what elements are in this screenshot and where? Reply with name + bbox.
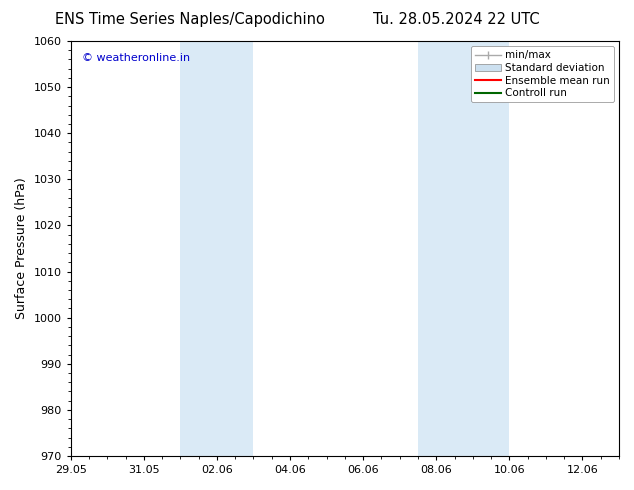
Y-axis label: Surface Pressure (hPa): Surface Pressure (hPa) [15,178,28,319]
Legend: min/max, Standard deviation, Ensemble mean run, Controll run: min/max, Standard deviation, Ensemble me… [470,46,614,102]
Bar [418,41,509,456]
Text: Tu. 28.05.2024 22 UTC: Tu. 28.05.2024 22 UTC [373,12,540,27]
Bar [180,41,254,456]
Text: © weatheronline.in: © weatheronline.in [82,53,190,64]
Text: ENS Time Series Naples/Capodichino: ENS Time Series Naples/Capodichino [55,12,325,27]
